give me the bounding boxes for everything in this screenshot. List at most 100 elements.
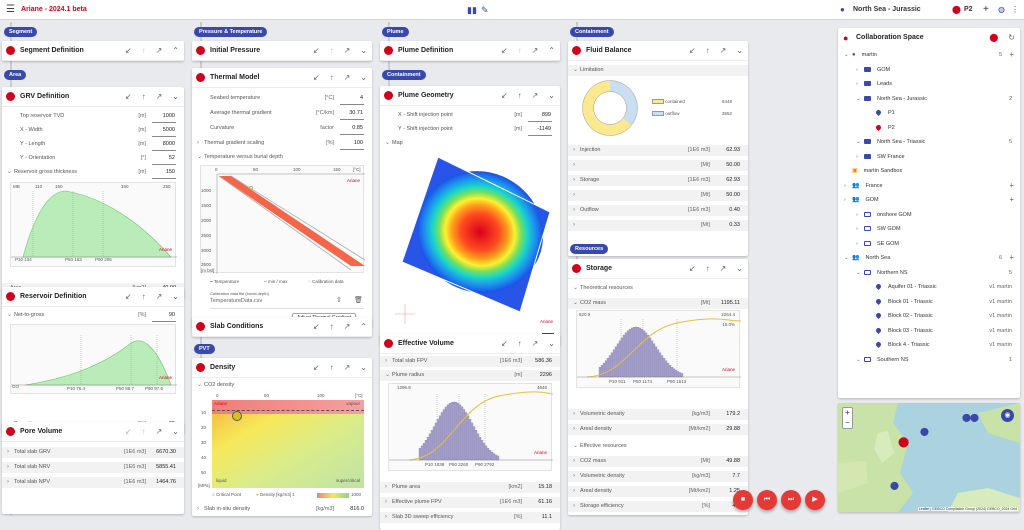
chevron-up-icon[interactable]: ⌃: [548, 41, 555, 61]
chevron-icon[interactable]: ›: [844, 179, 852, 193]
result-row[interactable]: ›Storage[1E6 m3]62.93: [568, 175, 748, 186]
chevron-up-icon[interactable]: ⌃: [172, 41, 179, 61]
result-row[interactable]: ›Total slab NPV[1E6 m3]1464.76: [2, 477, 184, 488]
project-name[interactable]: North Sea - Jurassic: [853, 0, 921, 20]
chevron-right-icon[interactable]: ›: [573, 190, 575, 201]
collapse-icon[interactable]: ↙: [313, 41, 320, 61]
chevron-down-icon[interactable]: ⌄: [172, 422, 179, 442]
menu-icon[interactable]: ☰: [6, 0, 15, 20]
result-row[interactable]: ›Total slab GRV[1E6 m3]6670.30: [2, 447, 184, 458]
chevron-right-icon[interactable]: ›: [573, 501, 575, 512]
result-row[interactable]: ⌄Plume radius[m]2296: [380, 370, 560, 381]
chevron-right-icon[interactable]: ›: [197, 504, 199, 515]
location-name[interactable]: P2: [964, 0, 973, 20]
collapse-icon[interactable]: ↙: [689, 259, 696, 279]
collapse-icon[interactable]: ↙: [125, 41, 132, 61]
collapse-icon[interactable]: ↙: [125, 422, 132, 442]
chevron-icon[interactable]: ⌄: [856, 92, 864, 106]
up-icon[interactable]: ↑: [706, 259, 710, 279]
chevron-right-icon[interactable]: ›: [7, 447, 9, 458]
chevron-right-icon[interactable]: ›: [573, 471, 575, 482]
tree-item[interactable]: P2: [838, 121, 1020, 135]
calibration-file-name[interactable]: TemperatureData.csv: [210, 298, 262, 304]
x-shift-input[interactable]: 899: [528, 110, 552, 122]
result-row[interactable]: ›Effective plume FPV[1E6 m3]61.16: [380, 497, 560, 508]
chevron-down-icon[interactable]: ⌄: [573, 283, 578, 294]
expand-icon[interactable]: ↗: [720, 259, 727, 279]
chevron-icon[interactable]: ›: [856, 208, 864, 222]
result-row[interactable]: ›CO2 mass[Mt]49.88: [568, 456, 748, 467]
map-attribution[interactable]: Leaflet | GEBCO Compilation Group (2024)…: [918, 507, 1018, 511]
chevron-down-icon[interactable]: ⌄: [197, 152, 202, 163]
add-icon[interactable]: +: [1009, 251, 1014, 265]
expand-icon[interactable]: ↗: [156, 422, 163, 442]
tree-item[interactable]: ›👥France+: [838, 179, 1020, 193]
chevron-down-icon[interactable]: ⌄: [548, 86, 555, 106]
tree-item[interactable]: ›SW GOM: [838, 222, 1020, 236]
chevron-right-icon[interactable]: ›: [573, 145, 575, 156]
chevron-down-icon[interactable]: ⌄: [736, 259, 743, 279]
chevron-icon[interactable]: ›: [856, 150, 864, 164]
collapse-icon[interactable]: ↙: [313, 358, 320, 378]
tree-item[interactable]: ›Leads: [838, 77, 1020, 91]
collapse-icon[interactable]: ↙: [313, 68, 320, 88]
chevron-down-icon[interactable]: ⌄: [360, 68, 367, 88]
seabed-temp-input[interactable]: 4: [340, 93, 364, 105]
collapse-icon[interactable]: ↙: [125, 287, 132, 307]
chevron-down-icon[interactable]: ⌄: [360, 358, 367, 378]
expand-icon[interactable]: ↗: [532, 41, 539, 61]
location-pin-icon[interactable]: ⬤: [989, 28, 998, 48]
collapse-icon[interactable]: ↙: [689, 41, 696, 61]
collapse-icon[interactable]: ↙: [501, 86, 508, 106]
expand-icon[interactable]: ↗: [344, 358, 351, 378]
chart-icon[interactable]: ▮▮: [467, 0, 477, 20]
chevron-up-icon[interactable]: ⌃: [360, 317, 367, 337]
up-icon[interactable]: ↑: [518, 86, 522, 106]
result-row[interactable]: ›Total slab FPV[1E6 m3]586.36: [380, 356, 560, 367]
add-icon[interactable]: +: [1009, 48, 1014, 62]
y-length-input[interactable]: 8000: [152, 139, 176, 151]
collapse-icon[interactable]: ↙: [125, 87, 132, 107]
up-icon[interactable]: ↑: [330, 317, 334, 337]
chevron-down-icon[interactable]: ⌄: [385, 370, 390, 381]
up-icon[interactable]: ↑: [330, 41, 334, 61]
add-icon[interactable]: +: [983, 0, 989, 20]
delete-icon[interactable]: 🗑: [354, 296, 363, 304]
chevron-right-icon[interactable]: ›: [197, 138, 199, 149]
upload-icon[interactable]: ⇧: [336, 296, 342, 304]
y-orientation-input[interactable]: 52: [152, 153, 176, 165]
map-pin-icon[interactable]: ⬤: [898, 437, 909, 448]
chevron-right-icon[interactable]: ›: [573, 205, 575, 216]
skip-back-button[interactable]: ⏮: [757, 490, 777, 510]
chevron-right-icon[interactable]: ›: [7, 462, 9, 473]
chevron-right-icon[interactable]: ›: [7, 477, 9, 488]
tree-item[interactable]: ›onshore GOM: [838, 208, 1020, 222]
param-row[interactable]: ⌄Reservoir gross thickness[m]150: [2, 167, 184, 178]
chevron-right-icon[interactable]: ›: [573, 456, 575, 467]
more-icon[interactable]: ⋮: [1011, 0, 1019, 20]
gradient-input[interactable]: 30.71: [340, 108, 364, 120]
chevron-right-icon[interactable]: ›: [573, 160, 575, 171]
up-icon[interactable]: ↑: [142, 41, 146, 61]
edit-icon[interactable]: ✎: [481, 0, 489, 20]
chevron-down-icon[interactable]: ⌄: [7, 310, 12, 321]
add-icon[interactable]: +: [1009, 193, 1014, 207]
skip-forward-button[interactable]: ⏭: [781, 490, 801, 510]
section-row[interactable]: ⌄Effective resources: [568, 441, 748, 452]
chevron-down-icon[interactable]: ⌄: [573, 441, 578, 452]
chevron-down-icon[interactable]: ⌄: [736, 41, 743, 61]
expand-icon[interactable]: ↗: [156, 41, 163, 61]
result-row[interactable]: ›Storage efficiency[%]4.3: [568, 501, 748, 512]
chevron-icon[interactable]: ›: [856, 237, 864, 251]
zoom-out-button[interactable]: −: [843, 418, 852, 428]
result-row[interactable]: ›Slab 3D sweep efficiency[%]11.1: [380, 512, 560, 523]
result-row[interactable]: ›Slab in-situ density[kg/m3]816.0: [192, 504, 372, 515]
chevron-down-icon[interactable]: ⌄: [360, 41, 367, 61]
